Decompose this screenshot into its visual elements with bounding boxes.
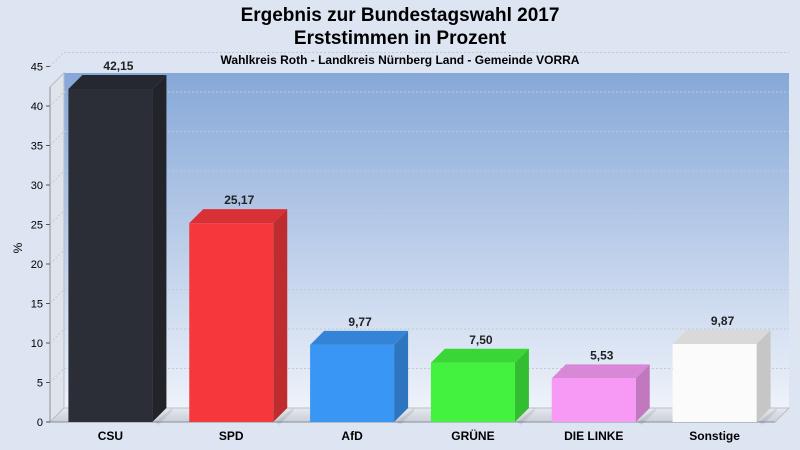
bar-side bbox=[756, 330, 771, 422]
gridlines bbox=[49, 52, 789, 383]
x-axis-labels: CSU SPD AfD GRÜNE DIE LINKE Sonstige bbox=[98, 428, 741, 443]
y-tick-label: 10 bbox=[31, 338, 43, 350]
category-label: Sonstige bbox=[689, 429, 740, 443]
category-label: CSU bbox=[98, 429, 123, 443]
y-tick-label: 25 bbox=[31, 220, 43, 232]
bar-top bbox=[189, 209, 288, 224]
gridline-side bbox=[49, 249, 65, 265]
gridline-side bbox=[49, 52, 65, 67]
gridline-side bbox=[49, 289, 65, 304]
chart-subtitle: Wahlkreis Roth - Landkreis Nürnberg Land… bbox=[220, 53, 580, 67]
plot-side-wall bbox=[49, 71, 65, 424]
bar-top bbox=[430, 348, 529, 363]
bar-spd: 25,17 bbox=[189, 193, 294, 425]
bar-shadow bbox=[758, 408, 777, 425]
value-label: 9,87 bbox=[711, 314, 735, 328]
bar-side bbox=[273, 209, 288, 422]
y-tick-label: 5 bbox=[37, 378, 43, 390]
bar-afd: 9,77 bbox=[310, 315, 415, 425]
bar-shadow bbox=[275, 408, 294, 425]
bar-csu: 42,15 bbox=[68, 59, 173, 425]
y-tick-label: 15 bbox=[31, 299, 43, 311]
bar-front bbox=[68, 89, 153, 422]
value-label: 7,50 bbox=[469, 333, 493, 347]
bar-top bbox=[672, 330, 771, 345]
category-label: AfD bbox=[341, 429, 363, 443]
bar-side bbox=[514, 348, 529, 422]
chart-title: Ergebnis zur Bundestagswahl 2017 bbox=[240, 5, 560, 26]
bars: 42,15 25,17 9,77 7,50 5,53 9,87 bbox=[68, 59, 777, 425]
bar-top bbox=[551, 364, 650, 379]
gridline-side bbox=[49, 368, 65, 383]
y-tick-label: 20 bbox=[31, 259, 43, 271]
gridline-side bbox=[49, 210, 65, 225]
bar-shadow bbox=[637, 408, 656, 425]
bar-shadow bbox=[396, 408, 415, 425]
bar-side bbox=[635, 364, 650, 422]
value-label: 42,15 bbox=[103, 59, 133, 73]
y-tick-label: 40 bbox=[31, 101, 43, 113]
y-tick-label: 35 bbox=[31, 141, 43, 153]
value-label: 9,77 bbox=[348, 315, 372, 329]
bar-die-linke: 5,53 bbox=[551, 348, 656, 425]
bar-front bbox=[189, 223, 274, 422]
bar-side bbox=[152, 75, 167, 422]
gridline-side bbox=[49, 131, 65, 146]
y-tick-label: 45 bbox=[31, 62, 43, 74]
bar-side bbox=[394, 330, 409, 422]
title-block: Ergebnis zur Bundestagswahl 2017 Erststi… bbox=[0, 4, 800, 67]
value-label: 25,17 bbox=[224, 193, 254, 207]
bar-front bbox=[430, 362, 515, 422]
y-axis-ticks: 0 5 10 15 20 25 30 35 40 45 bbox=[31, 62, 50, 429]
value-label: 5,53 bbox=[590, 348, 614, 362]
bar-front bbox=[551, 378, 636, 422]
y-axis-label: % bbox=[11, 242, 25, 253]
bar-top bbox=[310, 330, 409, 345]
category-label: SPD bbox=[219, 429, 244, 443]
bar-shadow bbox=[516, 408, 535, 425]
bar-front bbox=[672, 344, 757, 422]
gridline-side bbox=[49, 170, 65, 186]
gridline-side bbox=[49, 328, 65, 344]
category-label: DIE LINKE bbox=[564, 429, 623, 443]
bar-top bbox=[68, 75, 167, 90]
chart-title-line2: Erststimmen in Prozent bbox=[293, 28, 507, 49]
bar-front bbox=[310, 344, 395, 422]
bar-sonstige: 9,87 bbox=[672, 314, 777, 425]
bar-shadow bbox=[154, 408, 173, 425]
category-label: GRÜNE bbox=[451, 428, 494, 443]
y-tick-label: 0 bbox=[37, 417, 43, 429]
y-tick-label: 30 bbox=[31, 180, 43, 192]
gridline-side bbox=[49, 91, 65, 107]
bar-grüne: 7,50 bbox=[430, 333, 535, 425]
